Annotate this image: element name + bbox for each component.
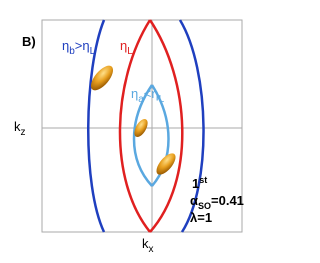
fermi-pocket	[90, 65, 114, 91]
label-part: η	[120, 38, 127, 53]
order-sup: st	[199, 175, 207, 185]
alpha-value: =0.41	[211, 193, 244, 208]
axis-letter: k	[14, 119, 21, 134]
outer-curve-left	[87, 19, 106, 233]
label-part: η	[62, 38, 69, 53]
label-part: <η	[144, 86, 159, 101]
x-axis-label: kx	[142, 236, 154, 255]
axis-letter: k	[142, 236, 149, 251]
label-sub: L	[90, 46, 96, 57]
label-sub: L	[127, 46, 133, 57]
axis-sub: z	[21, 127, 26, 138]
inner-curve-left	[132, 84, 154, 187]
red-curve-right	[148, 19, 184, 233]
axis-sub: x	[149, 244, 154, 255]
label-part: η	[131, 86, 138, 101]
panel-label: B)	[22, 34, 36, 49]
alpha-label: αSO=0.41	[190, 193, 244, 211]
alpha-sub: SO	[198, 201, 211, 211]
fermi-pocket	[156, 153, 176, 175]
order-label: 1st	[192, 175, 207, 191]
inner-curve-right	[150, 84, 170, 187]
label-sub: b	[69, 46, 75, 57]
red-curve-left	[118, 19, 152, 233]
y-axis-label: kz	[14, 119, 26, 138]
outer-curve-right	[178, 19, 205, 233]
figure: B) ηb>ηL ηL ηa<ηL kz kx 1st αSO=0.41 λ=1	[14, 19, 244, 255]
curve-label: ηb>ηL	[62, 38, 96, 57]
lambda-label: λ=1	[190, 210, 212, 225]
alpha: α	[190, 193, 198, 208]
fermi-pocket	[134, 118, 148, 138]
frame	[41, 19, 243, 233]
label-sub: L	[159, 94, 165, 105]
curve-label: ηa<ηL	[131, 86, 165, 105]
order: 1	[192, 176, 199, 191]
curve-label: ηL	[120, 38, 133, 57]
label-part: >η	[75, 38, 90, 53]
label-sub: a	[138, 94, 144, 105]
